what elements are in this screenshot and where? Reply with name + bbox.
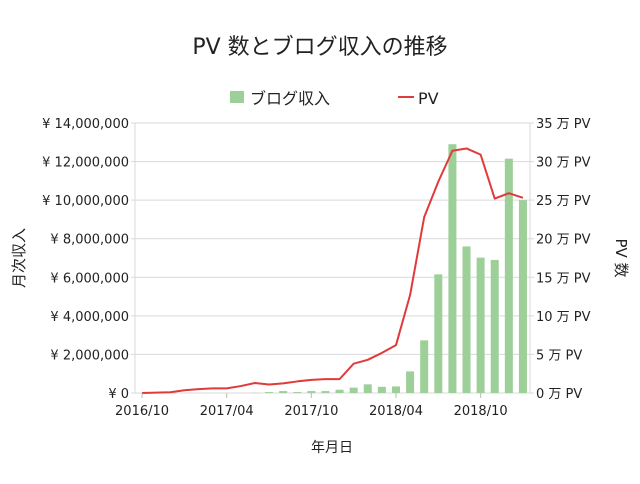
y-right-tick-label: 35 万 PV [536, 117, 591, 132]
bar-income [477, 258, 485, 393]
bar-income [434, 274, 442, 393]
y-left-tick-label: ¥ 2,000,000 [50, 348, 129, 363]
y-axis-right-label: PV 数 [612, 238, 630, 277]
y-left-tick-label: ¥ 14,000,000 [42, 117, 129, 132]
y-right-tick-label: 25 万 PV [536, 194, 591, 209]
bar-income [321, 391, 329, 393]
y-left-tick-label: ¥ 4,000,000 [50, 310, 129, 325]
y-right-tick-label: 10 万 PV [536, 310, 591, 325]
bar-income [350, 388, 358, 393]
bar-income [307, 391, 315, 393]
bar-income [491, 260, 499, 393]
legend-label-pv: PV [418, 89, 439, 108]
bar-income [420, 340, 428, 393]
bar-income [519, 200, 527, 393]
legend-swatch-income [230, 91, 244, 103]
y-right-tick-label: 30 万 PV [536, 156, 591, 171]
bar-income [406, 371, 414, 393]
legend-label-income: ブログ収入 [250, 89, 330, 108]
y-right-tick-label: 0 万 PV [536, 387, 582, 402]
bar-income [336, 390, 344, 393]
y-right-tick-label: 15 万 PV [536, 271, 591, 286]
y-right-tick-label: 20 万 PV [536, 233, 591, 248]
chart-title: PV 数とブログ収入の推移 [192, 35, 447, 60]
x-tick-label: 2016/10 [115, 404, 169, 419]
bar-income [279, 391, 287, 393]
y-left-tick-label: ¥ 0 [108, 387, 129, 402]
y-left-tick-label: ¥ 10,000,000 [42, 194, 129, 209]
y-left-tick-label: ¥ 8,000,000 [50, 233, 129, 248]
bar-income [265, 392, 273, 393]
bar-income [392, 386, 400, 393]
y-left-tick-label: ¥ 6,000,000 [50, 271, 129, 286]
x-tick-label: 2017/10 [284, 404, 338, 419]
x-axis-label: 年月日 [311, 440, 353, 456]
bar-income [448, 144, 456, 393]
y-right-tick-label: 5 万 PV [536, 348, 582, 363]
x-tick-label: 2018/04 [369, 404, 423, 419]
y-axis-left-label: 月次収入 [10, 228, 28, 288]
bar-income [293, 392, 301, 393]
bar-income [378, 387, 386, 393]
bar-income [463, 246, 471, 393]
y-left-tick-label: ¥ 12,000,000 [42, 156, 129, 171]
legend: ブログ収入 PV [230, 89, 439, 108]
x-tick-label: 2018/10 [454, 404, 508, 419]
bar-income [364, 384, 372, 393]
x-tick-label: 2017/04 [200, 404, 254, 419]
